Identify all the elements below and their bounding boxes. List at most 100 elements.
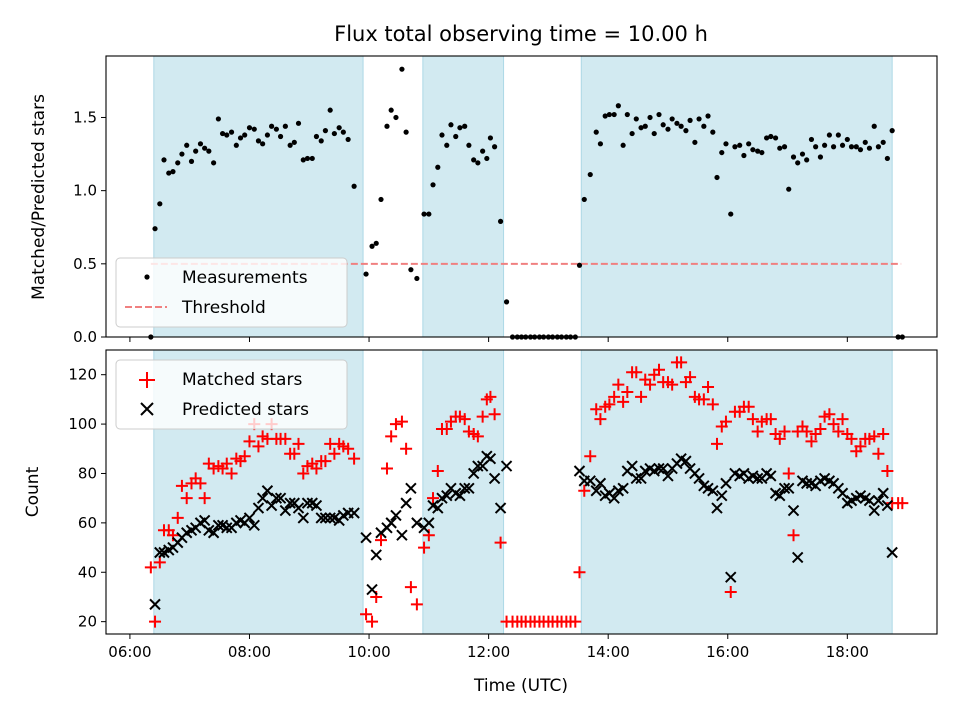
predicted-star-marker (396, 529, 408, 541)
top-panel: 0.0 0.5 1.0 1.5 Matched/Predicted stars Mea… (29, 55, 938, 346)
x-tick-label: 18:00 (826, 643, 869, 661)
measurement-point (202, 145, 208, 151)
predicted-star-marker (630, 472, 642, 485)
matched-star-marker (418, 541, 431, 554)
matched-star-marker (854, 440, 867, 453)
predicted-star-marker (243, 512, 256, 524)
measurement-point (336, 125, 342, 131)
legend-threshold-label: Threshold (181, 298, 266, 318)
measurement-point (701, 123, 707, 129)
measurement-point (480, 148, 486, 154)
matched-star-marker (706, 398, 719, 411)
matched-star-marker (832, 425, 845, 438)
measurement-point (363, 271, 369, 277)
measurement-point (759, 149, 765, 156)
measurement-point (687, 117, 693, 123)
bottom-y-axis-label: Count (23, 466, 43, 517)
predicted-star-marker (584, 475, 596, 487)
predicted-star-marker (279, 504, 292, 517)
measurement-point (251, 126, 257, 132)
measurement-point (777, 145, 783, 151)
matched-star-marker (395, 415, 408, 428)
predicted-star-marker (693, 472, 705, 485)
measurement-point (576, 262, 583, 268)
measurement-point (624, 111, 630, 118)
measurement-point (408, 267, 414, 273)
matched-star-marker (630, 366, 643, 379)
matched-star-marker (238, 450, 251, 463)
predicted-star-marker (765, 470, 777, 482)
predicted-star-marker (472, 460, 484, 472)
measurement-point (475, 160, 481, 166)
measurement-point (611, 111, 617, 118)
predicted-star-marker (778, 482, 791, 495)
measurement-point (378, 196, 384, 203)
measurement-point (264, 132, 271, 138)
predicted-star-marker (252, 502, 265, 514)
measurement-point (822, 142, 828, 148)
measurement-point (291, 139, 297, 145)
x-tick-label: 10:00 (347, 643, 390, 661)
predicted-star-marker (774, 489, 786, 502)
legend-measurements-marker (144, 274, 150, 280)
measurement-point (853, 144, 859, 150)
matched-star-marker (319, 455, 332, 468)
measurement-point (393, 114, 399, 121)
measurement-point (399, 66, 405, 72)
predicted-star-marker (411, 517, 423, 529)
measurement-point (808, 136, 815, 143)
measurement-point (295, 120, 302, 126)
measurement-point (466, 142, 472, 148)
predicted-star-markers (149, 450, 898, 611)
measurement-point (215, 116, 221, 122)
matched-star-marker (427, 492, 440, 505)
measurement-point (764, 135, 770, 141)
top-x-ticks (129, 337, 848, 342)
measurement-point (170, 169, 176, 175)
predicted-star-marker (662, 470, 674, 482)
measurement-point (665, 126, 671, 132)
matched-star-marker (675, 356, 688, 369)
top-y-axis-label: Matched/Predicted stars (29, 94, 49, 300)
predicted-star-marker (270, 492, 283, 504)
predicted-star-marker (783, 482, 795, 495)
bottom-legend: Matched stars Predicted stars (115, 359, 348, 430)
predicted-star-marker (385, 517, 397, 529)
matched-star-marker (612, 378, 625, 391)
matched-star-marker (635, 390, 648, 403)
predicted-star-marker (310, 499, 323, 512)
y-tick-label: 100 (68, 415, 97, 433)
matched-star-marker (153, 556, 166, 569)
measurement-point (457, 125, 463, 131)
matched-star-marker (171, 511, 184, 524)
matched-star-marker (144, 561, 157, 574)
measurement-point (228, 129, 235, 135)
measurement-point (260, 141, 266, 147)
predicted-star-marker (707, 485, 719, 497)
matched-star-markers (144, 356, 909, 628)
x-tick-label: 12:00 (467, 643, 510, 661)
matched-star-marker (471, 430, 484, 443)
measurement-point (741, 152, 747, 159)
predicted-star-marker (405, 482, 417, 495)
predicted-star-marker (441, 489, 453, 502)
matched-star-marker (787, 529, 800, 542)
x-axis-label: Time (UTC) (473, 676, 568, 696)
matched-star-marker (746, 413, 759, 426)
measurement-point (193, 148, 199, 154)
measurement-point (642, 123, 648, 129)
predicted-star-marker (423, 517, 435, 529)
matched-star-marker (220, 457, 233, 470)
top-legend-box (115, 257, 348, 328)
matched-star-marker (310, 462, 323, 475)
predicted-star-marker (711, 502, 723, 514)
x-tick-label: 16:00 (706, 643, 749, 661)
predicted-star-marker (149, 598, 161, 611)
measurement-point (414, 275, 420, 282)
measurement-point (839, 142, 846, 148)
bottom-y-ticks: 20 40 60 80 100 120 (68, 366, 106, 631)
matched-star-marker (697, 393, 710, 406)
measurement-points (148, 66, 905, 340)
measurement-point (462, 123, 468, 129)
matched-star-marker (389, 418, 402, 431)
